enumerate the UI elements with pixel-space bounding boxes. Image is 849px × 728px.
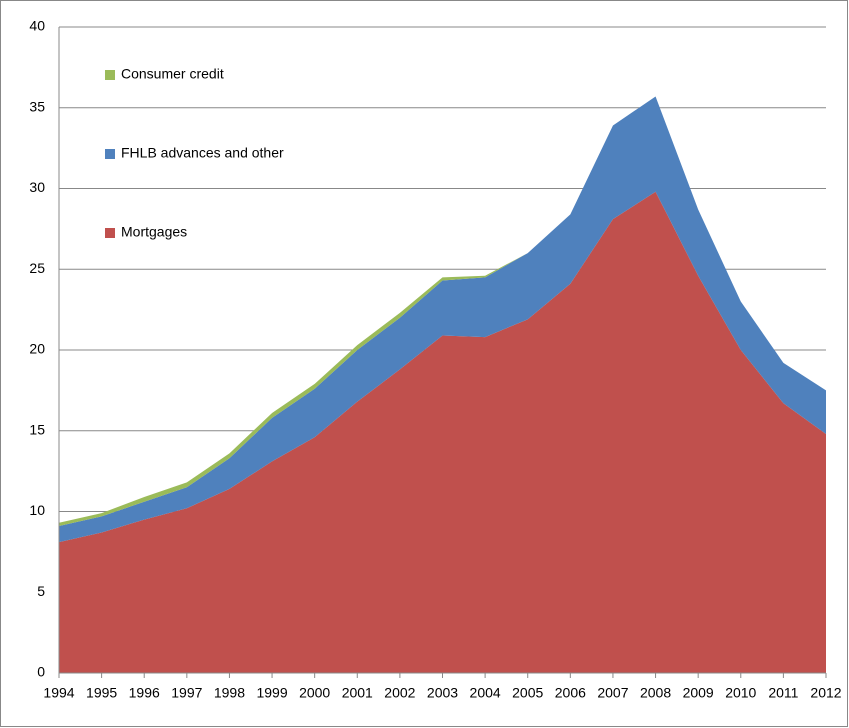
area [59, 96, 826, 543]
x-tick-label: 1998 [214, 685, 245, 701]
y-tick-label: 0 [37, 664, 45, 680]
y-tick-label: 15 [29, 421, 45, 437]
x-tick-label: 2009 [683, 685, 714, 701]
y-tick-label: 10 [29, 502, 45, 518]
legend-marker [105, 228, 115, 238]
x-tick-label: 1997 [171, 685, 202, 701]
y-tick-label: 25 [29, 260, 45, 276]
x-tick-label: 2006 [555, 685, 586, 701]
x-tick-label: 2010 [725, 685, 756, 701]
x-tick-label: 2003 [427, 685, 458, 701]
legend-marker [105, 70, 115, 80]
x-tick-label: 2007 [597, 685, 628, 701]
x-tick-label: 2011 [768, 685, 798, 701]
legend-label: FHLB advances and other [121, 145, 284, 161]
x-tick-label: 2012 [810, 685, 841, 701]
x-tick-label: 2002 [384, 685, 415, 701]
x-tick-label: 2001 [342, 685, 373, 701]
y-tick-label: 35 [29, 98, 45, 114]
x-tick-label: 2000 [299, 685, 330, 701]
legend-marker [105, 149, 115, 159]
legend-label: Mortgages [121, 224, 187, 240]
x-tick-label: 1994 [43, 685, 74, 701]
y-tick-label: 40 [29, 18, 45, 34]
y-tick-label: 5 [37, 583, 45, 599]
x-tick-label: 2004 [470, 685, 501, 701]
x-tick-label: 1995 [86, 685, 117, 701]
y-tick-label: 30 [29, 179, 45, 195]
x-tick-label: 2005 [512, 685, 543, 701]
x-tick-label: 1996 [129, 685, 160, 701]
legend-label: Consumer credit [121, 66, 224, 82]
x-tick-label: 1999 [256, 685, 287, 701]
area [59, 191, 826, 674]
x-tick-label: 2008 [640, 685, 671, 701]
y-tick-label: 20 [29, 341, 45, 357]
